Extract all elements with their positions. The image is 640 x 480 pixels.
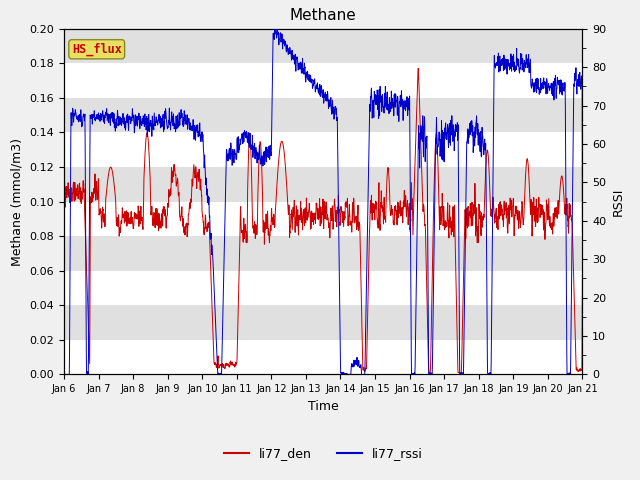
Bar: [64, 29, 582, 63]
X-axis label: Time: Time: [308, 400, 339, 413]
Y-axis label: RSSI: RSSI: [612, 187, 625, 216]
Bar: [64, 236, 582, 271]
Bar: [64, 132, 582, 167]
Legend: li77_den, li77_rssi: li77_den, li77_rssi: [219, 442, 428, 465]
Title: Methane: Methane: [290, 9, 356, 24]
Bar: [64, 305, 582, 340]
Bar: [64, 98, 582, 132]
Bar: [64, 63, 582, 98]
Text: HS_flux: HS_flux: [72, 43, 122, 56]
Bar: [64, 167, 582, 202]
Bar: [64, 271, 582, 305]
Bar: [64, 340, 582, 374]
Bar: [64, 202, 582, 236]
Y-axis label: Methane (mmol/m3): Methane (mmol/m3): [11, 138, 24, 265]
